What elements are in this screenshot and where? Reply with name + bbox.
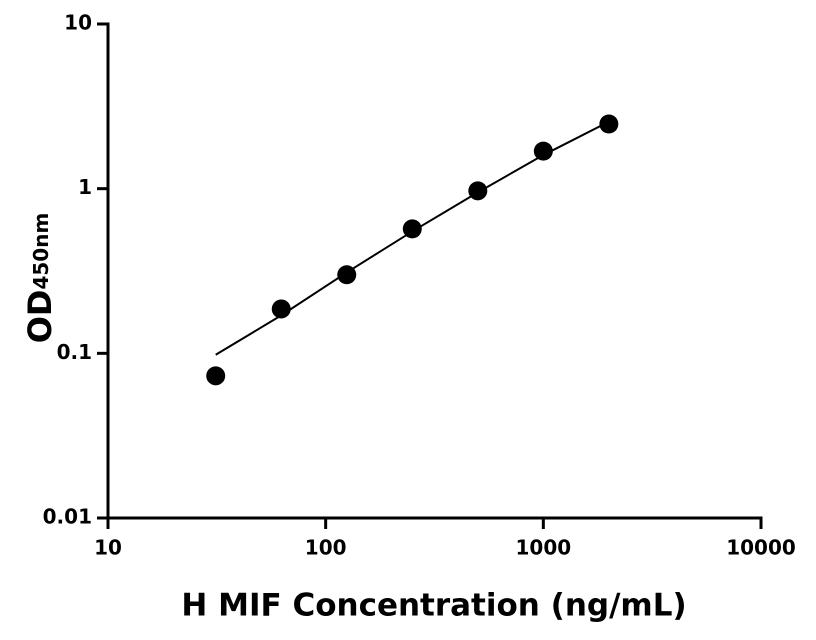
- y-axis-label: OD450nm: [21, 213, 59, 344]
- y-axis-label-main: OD: [21, 290, 59, 344]
- x-tick-label: 10000: [726, 536, 796, 560]
- x-tick-label: 1000: [515, 536, 571, 560]
- x-tick-label: 100: [305, 536, 347, 560]
- y-tick-label: 0.01: [43, 505, 92, 529]
- data-point: [271, 299, 291, 319]
- y-tick-label: 1: [78, 175, 92, 199]
- y-tick-label: 10: [64, 11, 92, 35]
- x-tick-label: 10: [94, 536, 122, 560]
- data-point: [468, 181, 488, 201]
- fit-curve: [215, 120, 610, 356]
- data-point: [533, 141, 553, 161]
- data-point: [206, 366, 226, 386]
- y-axis-label-subscript: 450nm: [29, 213, 53, 290]
- data-point: [599, 114, 619, 134]
- x-axis-label: H MIF Concentration (ng/mL): [181, 588, 686, 624]
- y-tick-label: 0.1: [57, 340, 92, 364]
